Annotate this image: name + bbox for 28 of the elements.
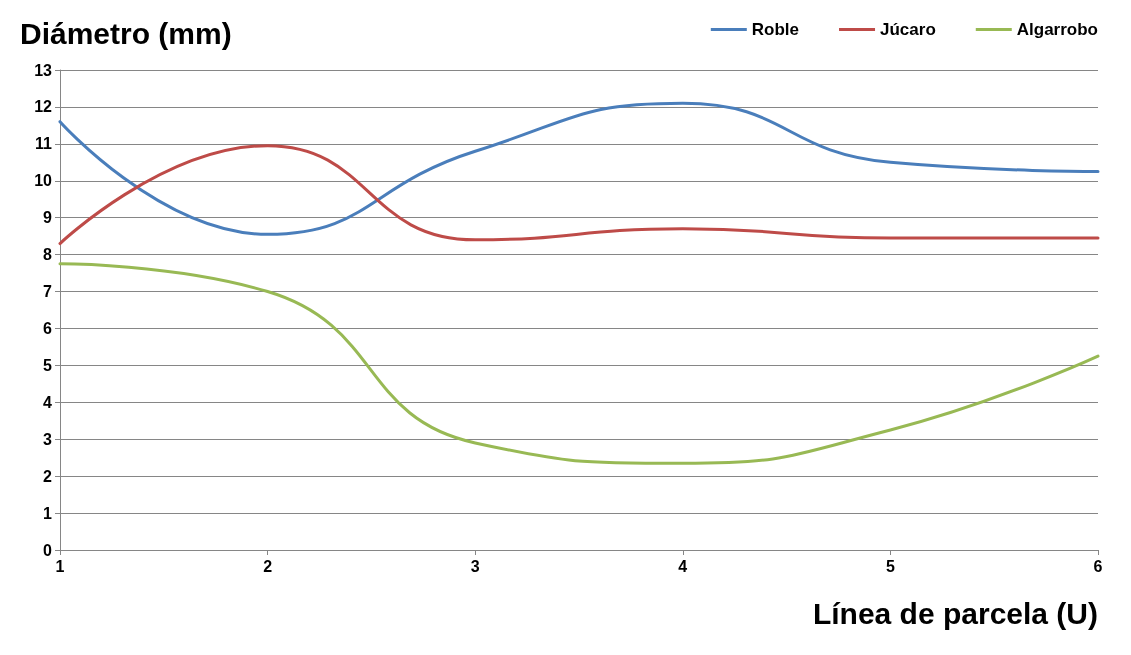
line-series xyxy=(58,144,1100,246)
y-tick-label: 7 xyxy=(43,283,53,301)
y-tick-label: 5 xyxy=(43,356,53,374)
y-axis-title: Diámetro (mm) xyxy=(20,16,232,50)
x-tick-label: 5 xyxy=(885,557,895,575)
line-series xyxy=(58,101,1100,236)
y-tick-label: 3 xyxy=(43,430,53,448)
legend-label: Algarrobo xyxy=(1016,20,1099,39)
y-tick-label: 1 xyxy=(43,504,53,522)
x-tick-label: 1 xyxy=(55,557,65,575)
y-tick-label: 9 xyxy=(43,209,53,227)
y-tick-label: 4 xyxy=(43,393,53,411)
legend-label: Roble xyxy=(751,20,800,39)
x-tick-label: 3 xyxy=(470,557,480,575)
x-axis-title: Línea de parcela (U) xyxy=(812,596,1098,630)
x-tick-label: 6 xyxy=(1093,557,1103,575)
x-tick-label: 4 xyxy=(678,557,688,575)
y-tick-label: 12 xyxy=(34,98,53,116)
y-tick-label: 2 xyxy=(43,467,53,485)
y-tick-label: 0 xyxy=(43,541,53,559)
y-tick-label: 8 xyxy=(43,246,53,264)
y-tick-label: 6 xyxy=(43,319,53,337)
y-tick-label: 11 xyxy=(35,135,53,153)
line-series xyxy=(58,262,1100,465)
y-tick-label: 13 xyxy=(34,61,53,79)
x-tick-label: 2 xyxy=(263,557,273,575)
y-tick-label: 10 xyxy=(34,172,53,190)
legend-label: Júcaro xyxy=(880,20,936,39)
